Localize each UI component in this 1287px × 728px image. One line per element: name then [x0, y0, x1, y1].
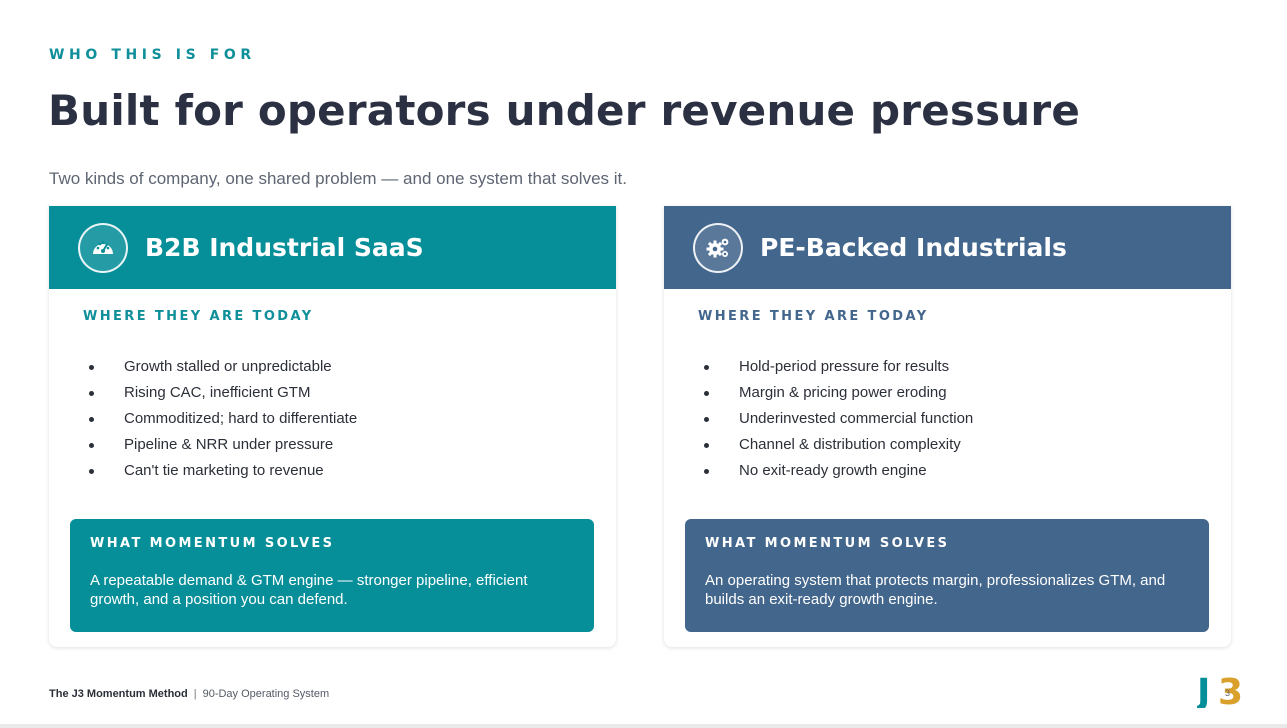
card-header: B2B Industrial SaaS: [49, 206, 616, 289]
bullet-text: Underinvested commercial function: [739, 410, 974, 427]
section-label-today: WHERE THEY ARE TODAY: [698, 309, 929, 324]
section-label-today: WHERE THEY ARE TODAY: [83, 309, 314, 324]
logo-j: J: [1197, 672, 1210, 708]
list-item: Rising CAC, inefficient GTM: [89, 380, 357, 406]
bullet-icon: [704, 442, 709, 448]
bullet-text: Margin & pricing power eroding: [739, 384, 947, 401]
solves-text: A repeatable demand & GTM engine — stron…: [90, 572, 528, 608]
bullet-text: No exit-ready growth engine: [739, 462, 927, 479]
j3-logo-icon: J 3: [1197, 672, 1243, 708]
bullet-text: Channel & distribution complexity: [739, 436, 961, 453]
footer: The J3 Momentum Method | 90-Day Operatin…: [49, 688, 329, 700]
solves-label: WHAT MOMENTUM SOLVES: [90, 536, 335, 551]
list-item: Can't tie marketing to revenue: [89, 458, 357, 484]
card-title: B2B Industrial SaaS: [145, 233, 424, 262]
bullet-list: Growth stalled or unpredictable Rising C…: [89, 354, 357, 484]
bullet-text: Commoditized; hard to differentiate: [124, 410, 358, 427]
list-item: Commoditized; hard to differentiate: [89, 406, 357, 432]
bullet-list: Hold-period pressure for results Margin …: [704, 354, 973, 484]
bullet-icon: [704, 390, 709, 396]
bullet-text: Can't tie marketing to revenue: [124, 462, 324, 479]
gauge-icon: [78, 222, 128, 273]
footer-separator: |: [193, 688, 197, 700]
page-number: 3: [1225, 688, 1231, 698]
card-header: PE-Backed Industrials: [664, 206, 1231, 289]
bottom-divider: [0, 724, 1287, 728]
footer-tagline: 90-Day Operating System: [202, 688, 330, 700]
list-item: Underinvested commercial function: [704, 406, 973, 432]
bullet-icon: [89, 468, 94, 474]
solves-text: An operating system that protects margin…: [705, 572, 1166, 608]
card-pe-industrials: PE-Backed Industrials WHERE THEY ARE TOD…: [664, 206, 1231, 647]
footer-brand: The J3 Momentum Method: [49, 688, 188, 700]
bullet-icon: [89, 416, 94, 422]
bullet-text: Hold-period pressure for results: [739, 358, 950, 375]
bullet-icon: [89, 390, 94, 396]
list-item: No exit-ready growth engine: [704, 458, 973, 484]
bullet-icon: [704, 416, 709, 422]
bullet-icon: [704, 364, 709, 370]
bullet-icon: [704, 468, 709, 474]
list-item: Growth stalled or unpredictable: [89, 354, 357, 380]
eyebrow-label: WHO THIS IS FOR: [49, 47, 256, 63]
page-title: Built for operators under revenue pressu…: [48, 86, 1081, 135]
bullet-icon: [89, 364, 94, 370]
solves-box: WHAT MOMENTUM SOLVES A repeatable demand…: [70, 519, 594, 632]
list-item: Hold-period pressure for results: [704, 354, 973, 380]
logo-3: 3: [1218, 672, 1243, 708]
list-item: Margin & pricing power eroding: [704, 380, 973, 406]
list-item: Pipeline & NRR under pressure: [89, 432, 357, 458]
gears-icon: [693, 222, 743, 273]
list-item: Channel & distribution complexity: [704, 432, 973, 458]
bullet-text: Growth stalled or unpredictable: [124, 358, 332, 375]
card-title: PE-Backed Industrials: [760, 233, 1067, 262]
solves-label: WHAT MOMENTUM SOLVES: [705, 536, 950, 551]
bullet-text: Pipeline & NRR under pressure: [124, 436, 334, 453]
bullet-text: Rising CAC, inefficient GTM: [124, 384, 311, 401]
card-b2b-saas: B2B Industrial SaaS WHERE THEY ARE TODAY…: [49, 206, 616, 647]
page-subtitle: Two kinds of company, one shared problem…: [49, 169, 627, 188]
solves-box: WHAT MOMENTUM SOLVES An operating system…: [685, 519, 1209, 632]
bullet-icon: [89, 442, 94, 448]
